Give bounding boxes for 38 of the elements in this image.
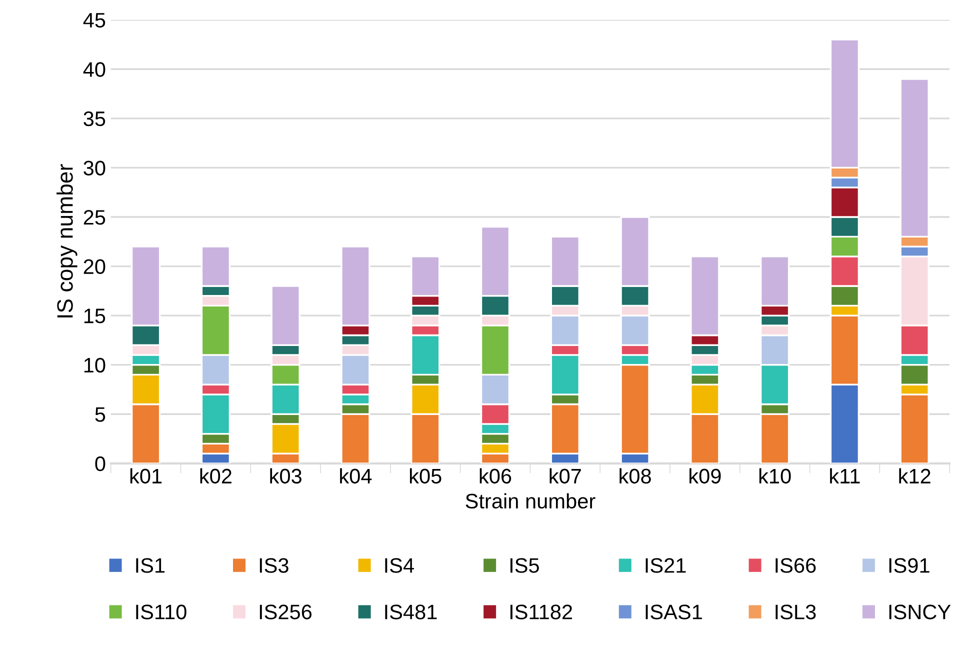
x-tick-label: k02 [200, 468, 232, 484]
x-tick-label: k09 [690, 468, 721, 484]
x-tick-label: k08 [620, 468, 651, 484]
y-tick-label: 10 [84, 358, 106, 373]
legend-label: IS110 [136, 604, 186, 620]
legend-label: IS256 [260, 604, 312, 620]
legend-label: IS1 [136, 558, 165, 573]
legend-label: ISAS1 [646, 604, 702, 620]
x-tick-label: k03 [270, 468, 302, 484]
x-tick-label: k05 [410, 468, 442, 484]
y-tick-label: 5 [95, 407, 106, 422]
legend-label: IS1182 [510, 604, 572, 620]
legend-label: IS91 [889, 558, 930, 573]
y-tick-label: 45 [83, 13, 106, 28]
y-tick-label: 30 [84, 160, 106, 176]
legend-label: IS66 [776, 558, 816, 573]
legend-label: IS21 [646, 558, 686, 573]
legend-label: IS3 [260, 558, 288, 573]
x-tick-label: k01 [130, 468, 162, 484]
x-tick-label: k12 [899, 468, 930, 484]
y-tick-label: 0 [95, 456, 106, 472]
y-axis-title: IS copy number [56, 164, 78, 318]
y-tick-label: 35 [84, 111, 106, 126]
legend-label: IS481 [385, 604, 437, 620]
legend-label: ISL3 [776, 604, 816, 620]
x-axis-title: Strain number [466, 493, 596, 509]
legend-label: IS5 [510, 558, 539, 573]
y-tick-label: 25 [84, 210, 106, 225]
y-tick-label: 40 [83, 62, 106, 77]
legend-label: ISNCY [889, 604, 951, 620]
x-tick-label: k10 [759, 468, 791, 484]
y-tick-label: 15 [84, 308, 106, 324]
legend-label: IS4 [385, 558, 414, 573]
x-tick-label: k11 [830, 468, 860, 484]
y-tick-label: 20 [84, 259, 106, 274]
x-tick-label: k04 [340, 468, 372, 484]
x-tick-label: k06 [480, 468, 512, 484]
x-tick-label: k07 [550, 468, 581, 484]
